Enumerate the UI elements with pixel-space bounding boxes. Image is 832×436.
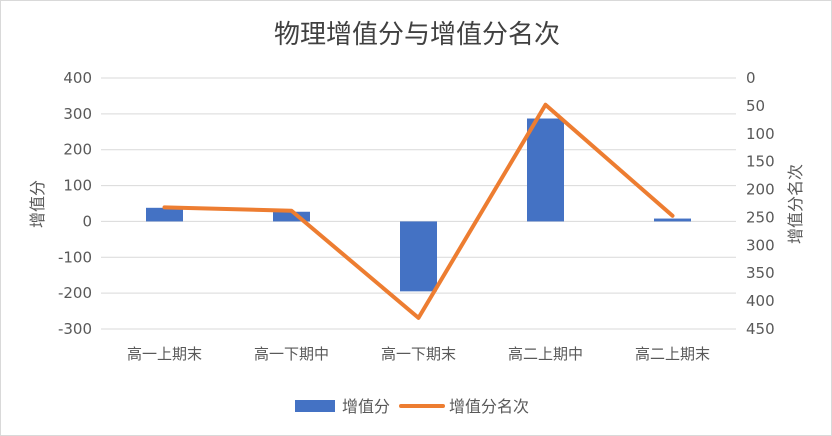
x-tick-label: 高一下期末 — [381, 345, 456, 363]
bar-series — [146, 118, 691, 292]
y-right-tick-label: 0 — [746, 69, 756, 87]
bar — [400, 221, 437, 292]
x-tick-label: 高二上期中 — [508, 345, 583, 363]
y-left-tick-label: 400 — [63, 69, 92, 87]
line-series — [162, 102, 675, 320]
y-right-tick-label: 350 — [746, 264, 775, 282]
y-left-tick-label: 200 — [63, 141, 92, 159]
legend: 增值分 增值分名次 — [295, 397, 529, 416]
y-left-tick-label: -200 — [58, 284, 92, 302]
y-right-tick-label: 50 — [746, 97, 765, 115]
y-right-tick-label: 250 — [746, 208, 775, 226]
bar — [654, 218, 691, 222]
y-left-tick-label: -300 — [58, 320, 92, 338]
y-right-tick-label: 450 — [746, 320, 775, 338]
legend-label-bar: 增值分 — [342, 397, 390, 416]
left-axis-ticks: 400 300 200 100 0 -100 -200 -300 — [58, 69, 92, 338]
y-right-tick-label: 300 — [746, 236, 775, 254]
y-right-tick-label: 400 — [746, 292, 775, 310]
bar — [146, 207, 183, 222]
legend-swatch-bar — [295, 400, 335, 412]
x-tick-label: 高一下期中 — [254, 345, 329, 363]
y-right-tick-label: 200 — [746, 181, 775, 199]
bar — [273, 211, 310, 222]
y-left-tick-label: 100 — [63, 177, 92, 195]
legend-label-line: 增值分名次 — [449, 397, 529, 416]
bar — [527, 118, 564, 222]
x-axis-ticks: 高一上期末 高一下期中 高一下期末 高二上期中 高二上期末 — [127, 345, 710, 363]
y-left-tick-label: 0 — [82, 212, 92, 230]
right-axis-ticks: 0 50 100 150 200 250 300 350 400 450 — [746, 69, 775, 338]
y-right-tick-label: 150 — [746, 153, 775, 171]
y-right-tick-label: 100 — [746, 125, 775, 143]
x-tick-label: 高一上期末 — [127, 345, 202, 363]
y-left-tick-label: -100 — [58, 248, 92, 266]
chart-title: 物理增值分与增值分名次 — [274, 20, 560, 50]
y-axis-left-label: 增值分 — [28, 180, 47, 228]
y-left-tick-label: 300 — [63, 105, 92, 123]
y-axis-right-label: 增值分名次 — [786, 164, 805, 244]
x-tick-label: 高二上期末 — [635, 345, 710, 363]
